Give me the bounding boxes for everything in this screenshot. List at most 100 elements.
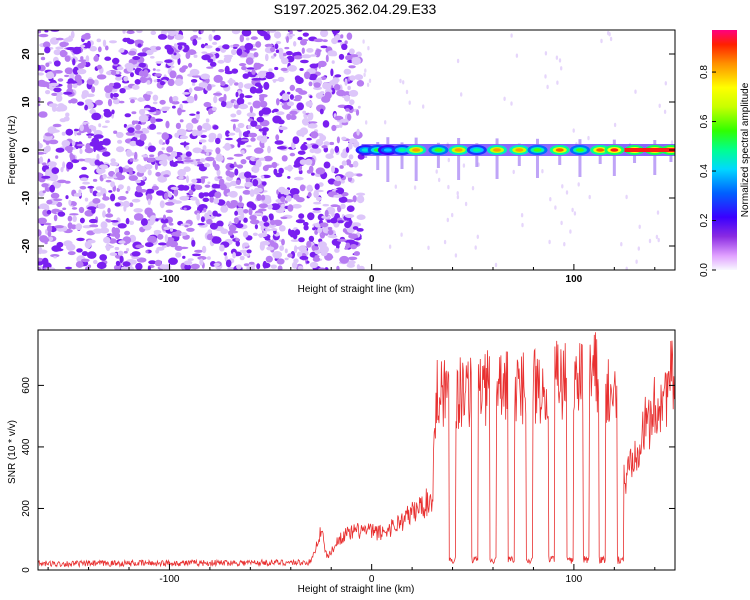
noise-speck	[226, 188, 230, 193]
noise-speck	[284, 257, 289, 261]
noise-speck	[70, 30, 75, 39]
x-tick-label: 0	[369, 274, 375, 285]
noise-speck	[249, 215, 257, 221]
snr-series-line	[38, 332, 675, 569]
noise-speck	[53, 198, 63, 202]
noise-speck	[249, 189, 255, 197]
noise-speck	[149, 123, 157, 130]
noise-speck	[213, 198, 220, 205]
noise-speck	[138, 62, 146, 68]
noise-speck	[187, 258, 194, 261]
noise-speck	[264, 71, 275, 80]
noise-speck	[474, 245, 477, 250]
noise-speck	[270, 264, 277, 269]
noise-speck	[161, 159, 168, 167]
noise-speck	[53, 256, 57, 259]
noise-speck	[454, 253, 458, 258]
noise-speck	[215, 155, 224, 162]
noise-speck	[158, 247, 162, 251]
noise-speck	[635, 259, 638, 264]
noise-speck	[310, 131, 319, 139]
noise-speck	[87, 239, 96, 244]
noise-speck	[347, 85, 351, 91]
noise-speck	[335, 189, 342, 193]
noise-speck	[358, 265, 365, 270]
noise-speck	[169, 70, 177, 79]
noise-speck	[258, 110, 264, 117]
noise-speck	[194, 162, 198, 167]
noise-speck	[126, 37, 131, 41]
noise-speck	[158, 154, 169, 161]
noise-speck	[105, 120, 110, 124]
noise-speck	[163, 174, 170, 178]
noise-speck	[238, 81, 244, 89]
noise-speck	[155, 171, 161, 177]
noise-speck	[254, 88, 263, 94]
noise-speck	[80, 61, 87, 67]
noise-speck	[233, 100, 238, 106]
noise-speck	[304, 119, 308, 126]
noise-speck	[122, 261, 131, 267]
noise-speck	[319, 134, 327, 142]
signal-streak	[495, 138, 499, 179]
noise-speck	[656, 210, 660, 215]
noise-speck	[165, 120, 170, 129]
noise-speck	[61, 131, 66, 136]
noise-speck	[94, 54, 98, 60]
noise-speck	[110, 193, 116, 202]
noise-speck	[261, 107, 272, 115]
noise-speck	[112, 57, 120, 65]
noise-speck	[197, 223, 205, 226]
noise-speck	[135, 244, 145, 249]
noise-speck	[183, 159, 194, 163]
noise-speck	[80, 56, 84, 61]
noise-speck	[250, 36, 258, 40]
noise-speck	[305, 100, 313, 108]
noise-speck	[275, 134, 280, 141]
noise-speck	[96, 153, 100, 161]
noise-speck	[208, 132, 217, 140]
noise-speck	[216, 169, 221, 177]
noise-speck	[113, 227, 121, 235]
noise-speck	[280, 216, 288, 220]
noise-speck	[317, 227, 323, 234]
noise-speck	[154, 259, 162, 267]
noise-speck	[121, 266, 126, 270]
snr-y-axis: 0 200 400 600	[21, 377, 675, 573]
noise-speck	[325, 54, 329, 63]
noise-speck	[348, 233, 358, 239]
noise-speck	[321, 145, 328, 149]
noise-speck	[75, 223, 83, 231]
noise-speck	[318, 61, 322, 69]
noise-speck	[145, 188, 155, 194]
noise-speck	[236, 109, 242, 116]
noise-speck	[133, 120, 139, 124]
noise-speck	[155, 46, 161, 51]
noise-speck	[269, 213, 274, 221]
noise-speck	[333, 194, 343, 198]
noise-speck	[192, 38, 198, 46]
noise-speck	[89, 141, 99, 147]
noise-speck	[174, 160, 184, 164]
noise-speck	[242, 73, 250, 79]
noise-speck	[388, 244, 392, 249]
noise-speck	[53, 49, 62, 56]
noise-speck	[167, 78, 175, 87]
noise-speck	[577, 182, 580, 187]
signal-burst-core	[472, 148, 481, 152]
noise-speck	[232, 252, 237, 259]
noise-speck	[38, 30, 42, 34]
noise-speck	[179, 195, 190, 201]
noise-speck	[298, 237, 305, 243]
noise-speck	[204, 45, 213, 49]
noise-speck	[247, 118, 253, 122]
noise-speck	[262, 260, 267, 269]
noise-speck	[161, 132, 169, 141]
signal-streak	[475, 143, 479, 167]
signal-burst-core	[596, 148, 605, 152]
noise-speck	[203, 101, 212, 108]
noise-speck	[42, 147, 49, 154]
noise-speck	[286, 91, 291, 95]
noise-speck	[349, 75, 356, 81]
noise-speck	[98, 206, 103, 209]
